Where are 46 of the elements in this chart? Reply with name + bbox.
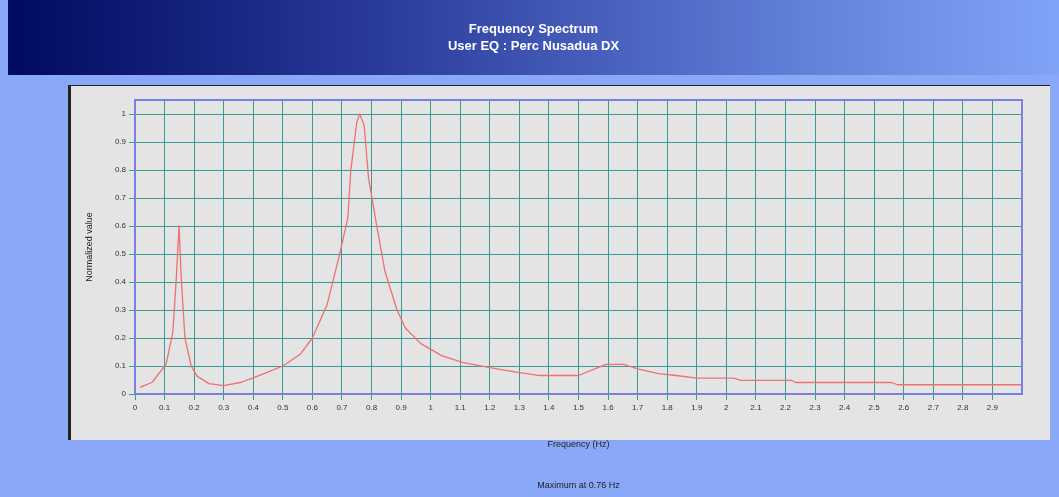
x-tick-label: 0.3 (218, 403, 230, 412)
y-tick-label: 0.3 (114, 305, 127, 315)
x-tick-label: 0.7 (336, 403, 349, 412)
x-tick-label: 1.7 (632, 403, 644, 412)
y-tick-label: 0.8 (114, 165, 127, 175)
x-tick-label: 2.5 (868, 403, 881, 412)
x-tick-label: 2.2 (779, 403, 792, 412)
x-tick-label: 2.3 (809, 403, 822, 412)
x-tick-label: 2.8 (957, 403, 969, 412)
x-tick-label: 0.8 (365, 403, 378, 412)
x-tick-label: 1.9 (691, 403, 703, 412)
y-tick-label: 0.5 (114, 249, 127, 259)
x-tick-label: 0.9 (395, 403, 408, 412)
x-tick-label: 1.4 (543, 403, 556, 412)
x-tick-label: 1.3 (513, 403, 526, 412)
y-tick-label: 0.7 (114, 193, 127, 203)
x-tick-label: 1 (428, 403, 434, 412)
x-tick-label: 0.6 (306, 403, 319, 412)
y-tick-label: 0.4 (114, 277, 127, 287)
y-tick-label: 0.2 (114, 333, 127, 343)
x-tick-label: 1.6 (602, 403, 615, 412)
x-tick-label: 1.2 (484, 403, 496, 412)
chart-subtitle: User EQ : Perc Nusadua DX (446, 37, 621, 54)
y-axis-title: Normalized value (83, 212, 94, 282)
x-tick-label: 0.1 (159, 403, 171, 412)
chart-title: Frequency Spectrum (467, 20, 600, 37)
y-tick-label: 0.9 (114, 137, 127, 147)
x-tick-label: 0 (132, 403, 138, 412)
x-tick-label: 0.5 (277, 403, 289, 412)
y-tick-label: 0.6 (114, 221, 127, 231)
y-tick-label: 0 (121, 389, 127, 399)
x-tick-label: 2.7 (927, 403, 940, 412)
x-tick-label: 1.5 (572, 403, 585, 412)
x-tick-label: 2.9 (986, 403, 999, 412)
y-tick-label: 1 (121, 109, 127, 119)
x-tick-label: 1.8 (661, 403, 674, 412)
x-tick-label: 2 (724, 403, 730, 412)
x-tick-label: 0.2 (188, 403, 201, 412)
x-tick-label: 0.4 (247, 403, 260, 412)
x-tick-label: 2.4 (839, 403, 851, 412)
x-tick-label: 2.1 (750, 403, 763, 412)
x-axis-title: Frequency (Hz) (547, 439, 610, 450)
x-tick-label: 2.6 (898, 403, 910, 412)
y-tick-label: 0.1 (114, 361, 127, 371)
x-tick-label: 1.1 (454, 403, 467, 412)
text: Maximum at 0.76 Hz (537, 480, 621, 491)
